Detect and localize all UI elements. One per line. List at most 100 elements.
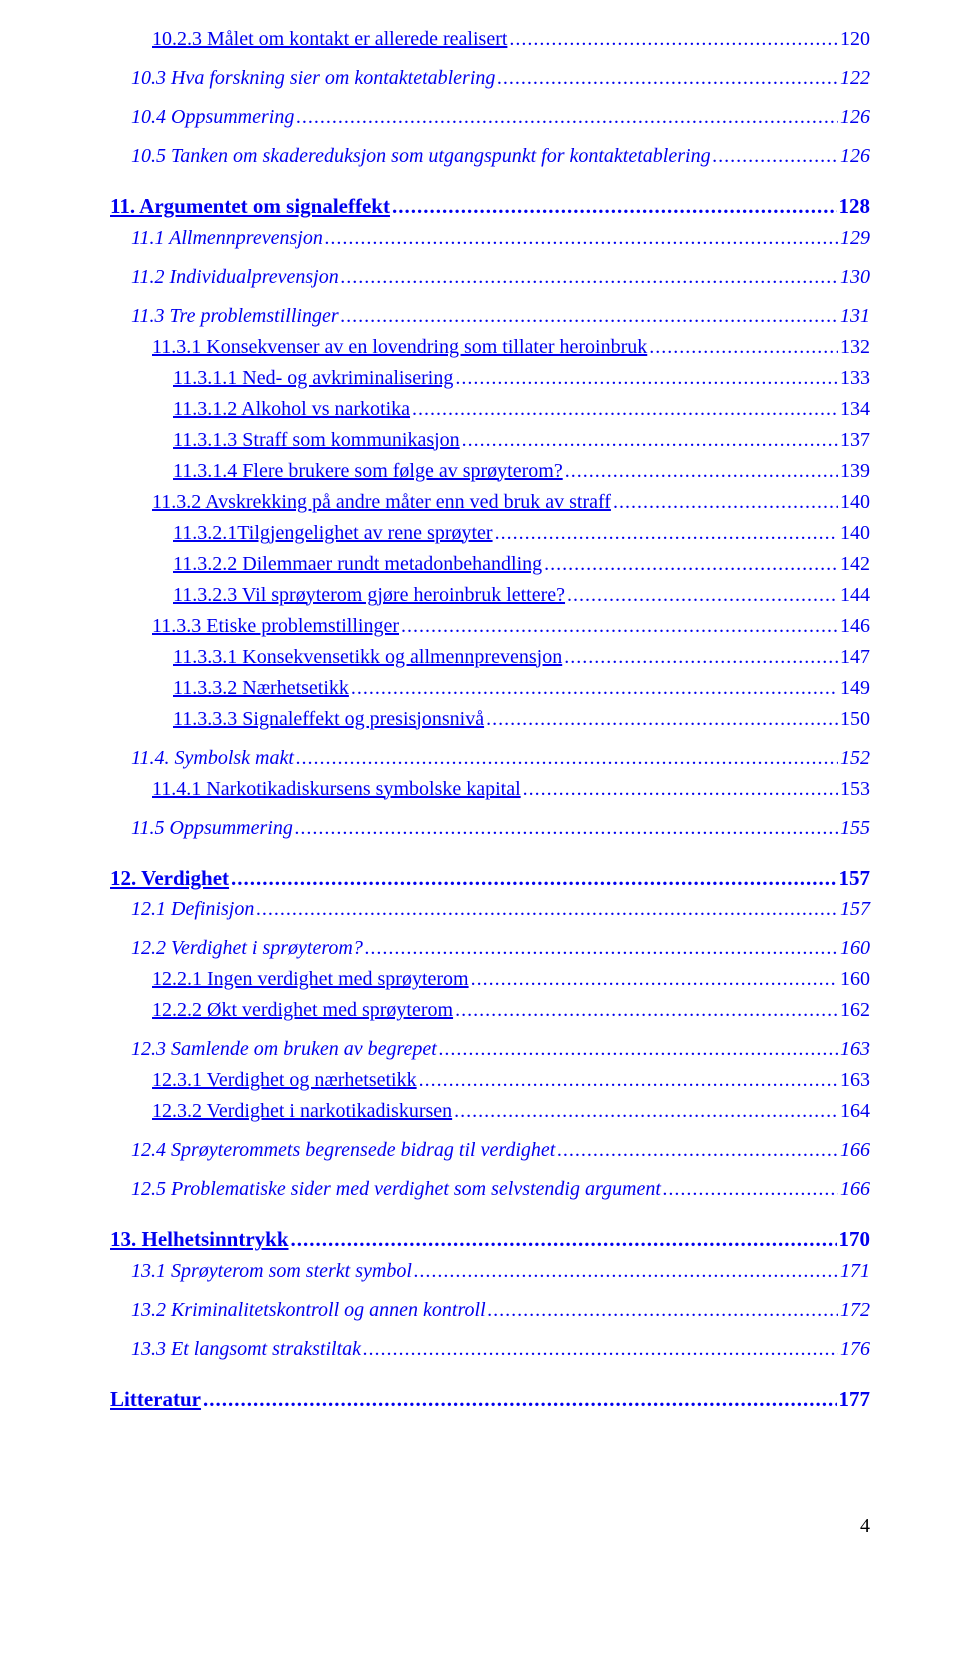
toc-entry-page[interactable]: 144 <box>840 580 870 611</box>
toc-entry-page[interactable]: 131 <box>840 301 870 332</box>
toc-entry[interactable]: 10.2.3 Målet om kontakt er allerede real… <box>110 24 870 55</box>
toc-entry-page[interactable]: 176 <box>840 1334 870 1365</box>
toc-entry[interactable]: Litteratur 177 <box>110 1383 870 1416</box>
toc-entry-page[interactable]: 157 <box>839 862 871 895</box>
toc-entry-label[interactable]: 11.3.2.2 Dilemmaer rundt metadonbehandli… <box>173 549 542 580</box>
toc-entry-page[interactable]: 172 <box>840 1295 870 1326</box>
toc-entry-page[interactable]: 146 <box>840 611 870 642</box>
toc-entry-page[interactable]: 147 <box>840 642 870 673</box>
toc-entry-label[interactable]: 11.3.3.1 Konsekvensetikk og allmennpreve… <box>173 642 562 673</box>
toc-entry-page[interactable]: 162 <box>840 995 870 1026</box>
toc-entry-page[interactable]: 166 <box>840 1174 870 1205</box>
toc-entry-label[interactable]: 13.1 Sprøyterom som sterkt symbol <box>131 1256 412 1287</box>
toc-entry[interactable]: 11.3.2.2 Dilemmaer rundt metadonbehandli… <box>110 549 870 580</box>
toc-entry-page[interactable]: 128 <box>839 190 871 223</box>
toc-entry-page[interactable]: 129 <box>840 223 870 254</box>
toc-entry-label[interactable]: 13.2 Kriminalitetskontroll og annen kont… <box>131 1295 486 1326</box>
toc-entry-label[interactable]: 12.3 Samlende om bruken av begrepet <box>131 1034 437 1065</box>
toc-entry-page[interactable]: 177 <box>839 1383 871 1416</box>
toc-entry-label[interactable]: 11.3.3.2 Nærhetsetikk <box>173 673 349 704</box>
toc-entry-label[interactable]: 12. Verdighet <box>110 862 229 895</box>
toc-entry[interactable]: 11.3.1.4 Flere brukere som følge av sprø… <box>110 456 870 487</box>
toc-entry-page[interactable]: 157 <box>840 894 870 925</box>
toc-entry-label[interactable]: 11.3.2.1Tilgjengelighet av rene sprøyter <box>173 518 493 549</box>
toc-entry[interactable]: 12.2.2 Økt verdighet med sprøyterom 162 <box>110 995 870 1026</box>
toc-entry-page[interactable]: 130 <box>840 262 870 293</box>
toc-entry-label[interactable]: 12.3.2 Verdighet i narkotikadiskursen <box>152 1096 452 1127</box>
toc-entry-page[interactable]: 163 <box>840 1034 870 1065</box>
toc-entry-label[interactable]: 10.4 Oppsummering <box>131 102 294 133</box>
toc-entry[interactable]: 10.4 Oppsummering 126 <box>110 102 870 133</box>
toc-entry[interactable]: 13.2 Kriminalitetskontroll og annen kont… <box>110 1295 870 1326</box>
toc-entry[interactable]: 13.3 Et langsomt strakstiltak 176 <box>110 1334 870 1365</box>
toc-entry[interactable]: 12.2 Verdighet i sprøyterom?160 <box>110 933 870 964</box>
toc-entry[interactable]: 11.3.1 Konsekvenser av en lovendring som… <box>110 332 870 363</box>
toc-entry-page[interactable]: 133 <box>840 363 870 394</box>
toc-entry-label[interactable]: 10.3 Hva forskning sier om kontaktetable… <box>131 63 495 94</box>
toc-entry-page[interactable]: 166 <box>840 1135 870 1166</box>
toc-entry[interactable]: 11.3.3 Etiske problemstillinger 146 <box>110 611 870 642</box>
toc-entry-label[interactable]: 13.3 Et langsomt strakstiltak <box>131 1334 361 1365</box>
toc-entry-page[interactable]: 150 <box>840 704 870 735</box>
toc-entry-label[interactable]: 11.4.1 Narkotikadiskursens symbolske kap… <box>152 774 521 805</box>
toc-entry-label[interactable]: 11.1 Allmennprevensjon <box>131 223 323 254</box>
toc-entry[interactable]: 12.1 Definisjon 157 <box>110 894 870 925</box>
toc-entry[interactable]: 11.1 Allmennprevensjon 129 <box>110 223 870 254</box>
toc-entry[interactable]: 11.3.2.3 Vil sprøyterom gjøre heroinbruk… <box>110 580 870 611</box>
toc-entry[interactable]: 11.4.1 Narkotikadiskursens symbolske kap… <box>110 774 870 805</box>
toc-entry[interactable]: 12.2.1 Ingen verdighet med sprøyterom 160 <box>110 964 870 995</box>
toc-entry-page[interactable]: 132 <box>840 332 870 363</box>
toc-entry-page[interactable]: 142 <box>840 549 870 580</box>
toc-entry-label[interactable]: Litteratur <box>110 1383 201 1416</box>
toc-entry-page[interactable]: 120 <box>840 24 870 55</box>
toc-entry-label[interactable]: 12.3.1 Verdighet og nærhetsetikk <box>152 1065 417 1096</box>
toc-entry-label[interactable]: 11.3.2.3 Vil sprøyterom gjøre heroinbruk… <box>173 580 565 611</box>
toc-entry[interactable]: 11.3.1.3 Straff som kommunikasjon 137 <box>110 425 870 456</box>
toc-entry-label[interactable]: 11.3.3 Etiske problemstillinger <box>152 611 399 642</box>
toc-entry-label[interactable]: 11.3.1.2 Alkohol vs narkotika <box>173 394 410 425</box>
toc-entry[interactable]: 11.3.2.1Tilgjengelighet av rene sprøyter… <box>110 518 870 549</box>
toc-entry-page[interactable]: 134 <box>840 394 870 425</box>
toc-entry-label[interactable]: 11.3.1 Konsekvenser av en lovendring som… <box>152 332 647 363</box>
toc-entry-label[interactable]: 12.5 Problematiske sider med verdighet s… <box>131 1174 661 1205</box>
toc-entry[interactable]: 12.3.1 Verdighet og nærhetsetikk163 <box>110 1065 870 1096</box>
toc-entry-page[interactable]: 126 <box>840 102 870 133</box>
toc-entry[interactable]: 11.5 Oppsummering155 <box>110 813 870 844</box>
toc-entry-page[interactable]: 171 <box>840 1256 870 1287</box>
toc-entry-page[interactable]: 153 <box>840 774 870 805</box>
toc-entry-label[interactable]: 11.5 Oppsummering <box>131 813 293 844</box>
toc-entry-label[interactable]: 11.3.3.3 Signaleffekt og presisjonsnivå <box>173 704 484 735</box>
toc-entry-label[interactable]: 11. Argumentet om signaleffekt <box>110 190 390 223</box>
toc-entry-label[interactable]: 12.2 Verdighet i sprøyterom? <box>131 933 363 964</box>
toc-entry[interactable]: 12.5 Problematiske sider med verdighet s… <box>110 1174 870 1205</box>
toc-entry-label[interactable]: 11.4. Symbolsk makt <box>131 743 294 774</box>
toc-entry[interactable]: 12. Verdighet 157 <box>110 862 870 895</box>
toc-entry-page[interactable]: 122 <box>840 63 870 94</box>
toc-entry-label[interactable]: 11.3 Tre problemstillinger <box>131 301 339 332</box>
toc-entry-label[interactable]: 12.2.1 Ingen verdighet med sprøyterom <box>152 964 469 995</box>
toc-entry-page[interactable]: 140 <box>840 487 870 518</box>
toc-entry[interactable]: 10.3 Hva forskning sier om kontaktetable… <box>110 63 870 94</box>
toc-entry[interactable]: 11.3.1.2 Alkohol vs narkotika 134 <box>110 394 870 425</box>
toc-entry-label[interactable]: 12.2.2 Økt verdighet med sprøyterom <box>152 995 453 1026</box>
toc-entry[interactable]: 13.1 Sprøyterom som sterkt symbol 171 <box>110 1256 870 1287</box>
toc-entry[interactable]: 12.3.2 Verdighet i narkotikadiskursen 164 <box>110 1096 870 1127</box>
toc-entry[interactable]: 11.4. Symbolsk makt152 <box>110 743 870 774</box>
toc-entry-label[interactable]: 11.3.1.1 Ned- og avkriminalisering <box>173 363 453 394</box>
toc-entry-page[interactable]: 160 <box>840 964 870 995</box>
toc-entry-page[interactable]: 164 <box>840 1096 870 1127</box>
toc-entry-page[interactable]: 139 <box>840 456 870 487</box>
toc-entry-label[interactable]: 11.3.2 Avskrekking på andre måter enn ve… <box>152 487 611 518</box>
toc-entry[interactable]: 11.3.3.3 Signaleffekt og presisjonsnivå 1… <box>110 704 870 735</box>
toc-entry-label[interactable]: 11.3.1.3 Straff som kommunikasjon <box>173 425 460 456</box>
toc-entry[interactable]: 12.4 Sprøyterommets begrensede bidrag ti… <box>110 1135 870 1166</box>
toc-entry[interactable]: 11.3.2 Avskrekking på andre måter enn ve… <box>110 487 870 518</box>
toc-entry[interactable]: 13. Helhetsinntrykk170 <box>110 1223 870 1256</box>
toc-entry-page[interactable]: 126 <box>840 141 870 172</box>
toc-entry-label[interactable]: 12.1 Definisjon <box>131 894 254 925</box>
toc-entry[interactable]: 11.3.3.2 Nærhetsetikk149 <box>110 673 870 704</box>
toc-entry-label[interactable]: 12.4 Sprøyterommets begrensede bidrag ti… <box>131 1135 555 1166</box>
toc-entry-page[interactable]: 137 <box>840 425 870 456</box>
toc-entry-label[interactable]: 11.3.1.4 Flere brukere som følge av sprø… <box>173 456 563 487</box>
toc-entry[interactable]: 10.5 Tanken om skadereduksjon som utgang… <box>110 141 870 172</box>
